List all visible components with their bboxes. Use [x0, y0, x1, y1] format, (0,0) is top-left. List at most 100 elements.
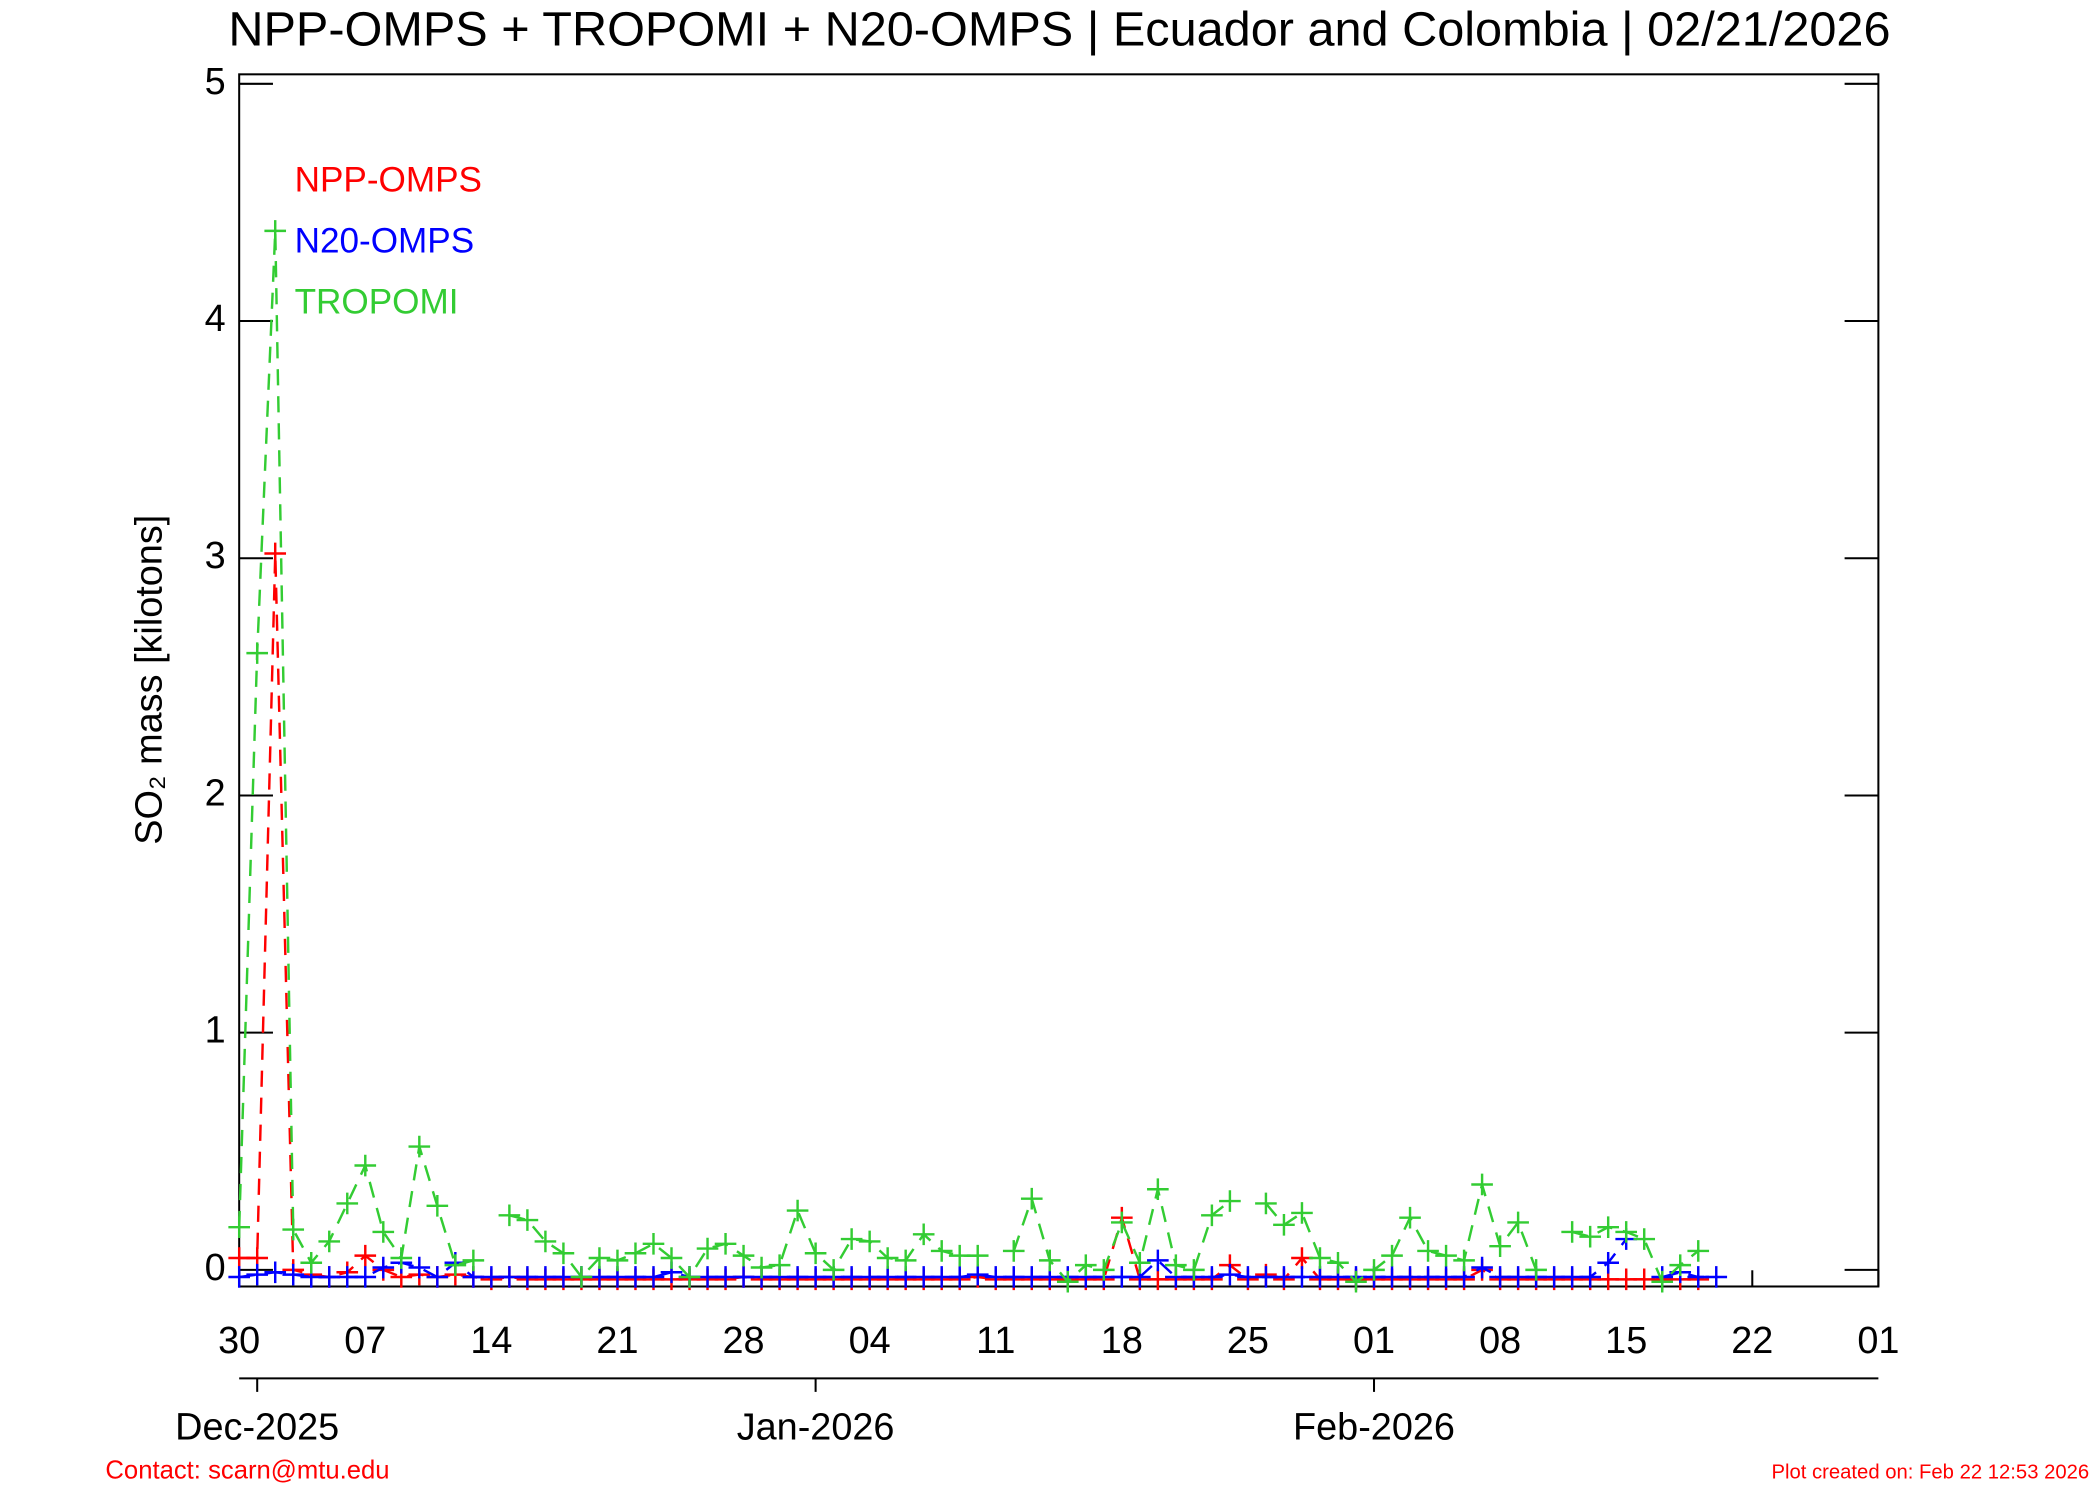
- point-marker: [534, 1230, 557, 1253]
- point-marker: [354, 1244, 377, 1267]
- point-marker: [1309, 1247, 1331, 1269]
- x-tick-label: 08: [1479, 1320, 1521, 1362]
- created-note: Plot created on: Feb 22 12:53 2026: [1771, 1461, 2089, 1483]
- point-marker: [642, 1266, 665, 1288]
- point-marker: [1633, 1228, 1656, 1250]
- point-marker: [1056, 1270, 1079, 1293]
- point-marker: [822, 1259, 845, 1281]
- point-marker: [840, 1228, 863, 1250]
- legend-entry: N20-OMPS: [295, 222, 475, 261]
- x-tick-label: 01: [1857, 1320, 1899, 1362]
- y-tick-label: 3: [205, 535, 226, 577]
- point-marker: [264, 1261, 287, 1284]
- point-marker: [606, 1249, 629, 1272]
- point-marker: [768, 1254, 791, 1276]
- point-marker: [1002, 1240, 1025, 1262]
- point-marker: [1561, 1221, 1583, 1243]
- point-marker: [1165, 1254, 1187, 1276]
- point-marker: [1219, 1263, 1241, 1286]
- point-marker: [228, 1266, 250, 1288]
- point-marker: [1129, 1251, 1151, 1274]
- x-tick-label: 07: [344, 1320, 386, 1362]
- point-marker: [1525, 1259, 1547, 1281]
- point-marker: [1363, 1259, 1385, 1281]
- point-marker: [966, 1244, 989, 1267]
- point-marker: [1201, 1204, 1223, 1227]
- y-tick-label: 2: [205, 772, 226, 814]
- point-marker: [228, 1216, 250, 1238]
- point-marker: [732, 1244, 755, 1267]
- point-marker: [1327, 1251, 1349, 1274]
- point-marker: [408, 1135, 431, 1158]
- y-axis-label: SO₂ mass [kilotons]: [128, 515, 170, 845]
- point-marker: [426, 1195, 449, 1217]
- point-marker: [894, 1249, 917, 1272]
- point-marker: [1273, 1214, 1295, 1236]
- x-tick-label: 04: [849, 1320, 891, 1362]
- x-tick-label: 11: [976, 1320, 1015, 1362]
- point-marker: [1147, 1178, 1169, 1201]
- y-tick-label: 1: [205, 1010, 226, 1052]
- point-marker: [588, 1247, 611, 1269]
- month-label: Jan-2026: [737, 1407, 895, 1449]
- point-marker: [1651, 1270, 1674, 1293]
- point-marker: [246, 1263, 269, 1286]
- series-line: [239, 553, 1699, 1281]
- chart-title: NPP-OMPS + TROPOMI + N20-OMPS | Ecuador …: [228, 2, 1890, 56]
- point-marker: [408, 1256, 431, 1279]
- point-marker: [1201, 1266, 1223, 1288]
- point-marker: [858, 1230, 881, 1253]
- point-marker: [1183, 1259, 1205, 1281]
- y-tick-label: 5: [205, 61, 226, 103]
- point-marker: [786, 1199, 809, 1222]
- point-marker: [1615, 1268, 1637, 1291]
- point-marker: [354, 1266, 377, 1288]
- legend-entry: NPP-OMPS: [295, 161, 482, 200]
- point-marker: [966, 1263, 989, 1286]
- plot-frame: [238, 73, 1880, 1288]
- point-marker: [1074, 1254, 1097, 1276]
- point-marker: [1020, 1187, 1043, 1210]
- point-marker: [1453, 1249, 1475, 1272]
- month-label: Dec-2025: [175, 1407, 339, 1449]
- point-marker: [390, 1247, 413, 1269]
- point-marker: [264, 542, 287, 565]
- point-marker: [1038, 1249, 1061, 1272]
- point-marker: [624, 1242, 647, 1265]
- point-marker: [804, 1242, 827, 1265]
- point-marker: [930, 1240, 953, 1262]
- point-marker: [1633, 1268, 1656, 1291]
- point-marker: [1291, 1202, 1313, 1224]
- contact: Contact: scarn@mtu.edu: [105, 1456, 389, 1484]
- point-marker: [1219, 1190, 1241, 1212]
- point-marker: [948, 1266, 971, 1288]
- point-marker: [498, 1204, 521, 1227]
- point-marker: [300, 1251, 323, 1274]
- point-marker: [1579, 1266, 1601, 1288]
- point-marker: [516, 1209, 539, 1231]
- point-marker: [246, 642, 269, 664]
- point-marker: [1597, 1251, 1619, 1274]
- point-marker: [336, 1192, 359, 1215]
- point-marker: [1597, 1216, 1619, 1238]
- point-marker: [1471, 1173, 1493, 1196]
- point-marker: [552, 1242, 575, 1265]
- series-line: [237, 230, 1699, 1284]
- point-marker: [462, 1249, 485, 1272]
- x-tick-label: 15: [1605, 1320, 1647, 1362]
- x-tick-label: 28: [723, 1320, 765, 1362]
- y-tick-label: 4: [205, 298, 226, 340]
- point-marker: [372, 1256, 395, 1279]
- point-marker: [1417, 1240, 1439, 1262]
- point-marker: [1687, 1240, 1710, 1262]
- x-tick-label: 30: [218, 1320, 260, 1362]
- point-marker: [1615, 1221, 1637, 1243]
- point-marker: [444, 1254, 467, 1276]
- point-marker: [570, 1266, 593, 1288]
- x-tick-label: 22: [1731, 1320, 1773, 1362]
- y-tick-label: 0: [205, 1247, 226, 1289]
- point-marker: [678, 1266, 701, 1288]
- point-marker: [750, 1256, 773, 1279]
- point-marker: [1255, 1192, 1277, 1215]
